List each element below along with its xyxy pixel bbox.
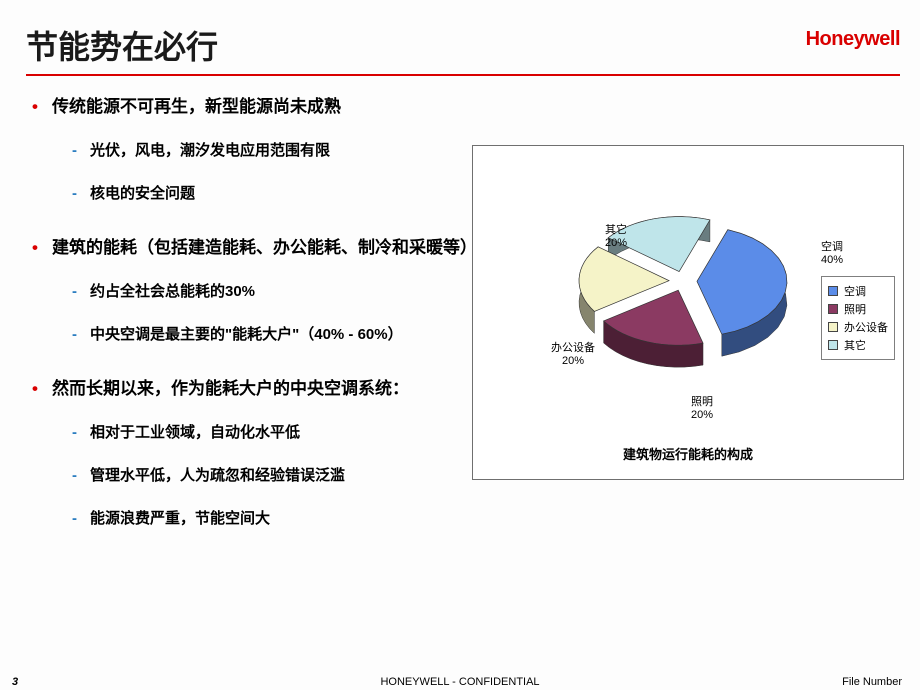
slice-label: 其它20% bbox=[605, 224, 627, 250]
legend-swatch bbox=[828, 340, 838, 350]
legend-label: 空调 bbox=[844, 283, 866, 299]
pie-chart bbox=[563, 196, 803, 396]
legend-item: 其它 bbox=[828, 337, 888, 353]
confidential-label: HONEYWELL - CONFIDENTIAL bbox=[0, 676, 920, 688]
pie-chart-container: 空调照明办公设备其它 空调40% 照明20% 办公设备20% 其它20% 建筑物运行能… bbox=[472, 145, 904, 480]
legend-swatch bbox=[828, 286, 838, 296]
slice-label: 空调40% bbox=[821, 241, 843, 267]
slice-label: 照明20% bbox=[691, 396, 713, 422]
chart-title: 建筑物运行能耗的构成 bbox=[473, 444, 903, 463]
legend-item: 空调 bbox=[828, 283, 888, 299]
page-title: 节能势在必行 bbox=[26, 29, 218, 65]
brand-logo: Honeywell bbox=[806, 28, 900, 51]
bullet-l1: 传统能源不可再生，新型能源尚未成熟 bbox=[52, 92, 900, 117]
slice-label: 办公设备20% bbox=[551, 342, 595, 368]
title-bar: 节能势在必行 bbox=[26, 22, 900, 76]
chart-legend: 空调照明办公设备其它 bbox=[821, 276, 895, 360]
legend-label: 照明 bbox=[844, 301, 866, 317]
legend-item: 照明 bbox=[828, 301, 888, 317]
legend-swatch bbox=[828, 322, 838, 332]
legend-swatch bbox=[828, 304, 838, 314]
bullet-l2: 能源浪费严重，节能空间大 bbox=[90, 507, 900, 528]
legend-label: 其它 bbox=[844, 337, 866, 353]
legend-item: 办公设备 bbox=[828, 319, 888, 335]
file-number-label: File Number bbox=[842, 676, 902, 688]
legend-label: 办公设备 bbox=[844, 319, 888, 335]
